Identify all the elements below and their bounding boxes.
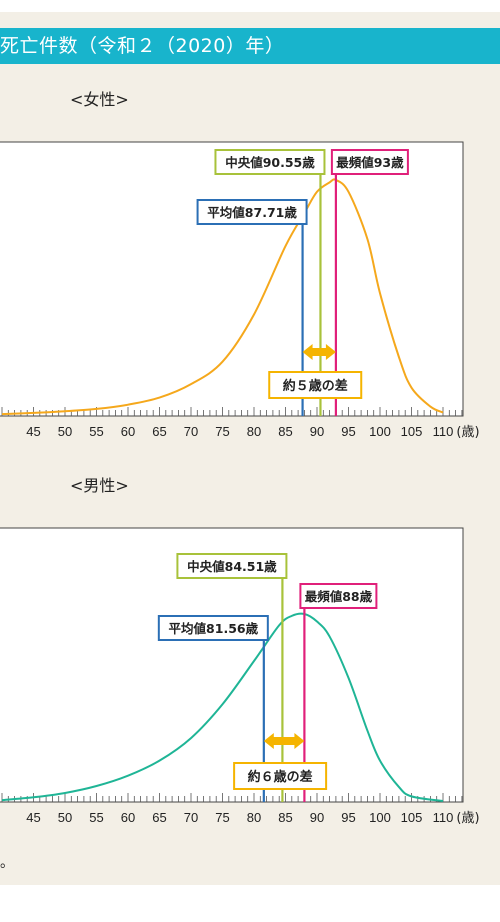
x-tick-label: 55 <box>89 810 103 825</box>
x-tick-label: 70 <box>184 424 198 439</box>
marker-box <box>157 615 269 641</box>
plot-area <box>0 141 464 417</box>
top-strip <box>0 0 500 12</box>
x-tick-label: 90 <box>310 810 324 825</box>
male-chart: 45 50 55 60 65 70 75 80 85 90 95 100 105 110 (歳) 平均値81.… <box>0 527 480 826</box>
marker-label: 平均値81.56歳 <box>169 621 259 636</box>
x-tick-label: 80 <box>247 810 261 825</box>
x-tick-label: 105 <box>401 810 423 825</box>
footnote: 。 <box>0 855 14 871</box>
difference-arrow-left <box>263 733 274 749</box>
x-tick-label: 95 <box>341 424 355 439</box>
x-tick-label: 65 <box>152 424 166 439</box>
x-tick-label: 50 <box>58 810 72 825</box>
x-tick-label: 100 <box>369 810 391 825</box>
x-unit-label: (歳) <box>456 811 479 826</box>
difference-label: 約６歳の差 <box>248 769 313 785</box>
x-tick-label: 45 <box>26 424 40 439</box>
x-tick-label: 50 <box>58 424 72 439</box>
x-tick-label: 80 <box>247 424 261 439</box>
female-chart: 45 50 55 60 65 70 75 80 85 90 95 100 105 110 (歳) 平均値87.… <box>0 141 480 440</box>
x-tick-label: 60 <box>121 424 135 439</box>
x-tick-label: 60 <box>121 810 135 825</box>
x-tick-label: 65 <box>152 810 166 825</box>
marker-box <box>196 199 308 225</box>
male-label: <男性> <box>70 476 129 495</box>
difference-arrow-shaft <box>310 348 328 356</box>
x-tick-label: 100 <box>369 424 391 439</box>
x-tick-label: 75 <box>215 424 229 439</box>
marker-label: 中央値84.51歳 <box>187 559 277 574</box>
bottom-strip <box>0 885 500 922</box>
difference-label: 約５歳の差 <box>283 378 348 394</box>
difference-arrow-shaft <box>271 737 297 745</box>
difference-box <box>233 762 328 790</box>
series-line <box>1 612 444 803</box>
female-label: <女性> <box>70 90 129 109</box>
x-tick-label: 55 <box>89 424 103 439</box>
marker-label: 平均値87.71歳 <box>207 205 297 220</box>
x-tick-label: 75 <box>215 810 229 825</box>
marker-label: 中央値90.55歳 <box>225 155 315 170</box>
difference-box <box>268 371 363 399</box>
x-tick-label: 85 <box>278 810 292 825</box>
x-tick-label: 85 <box>278 424 292 439</box>
x-tick-label: 110 <box>433 424 454 439</box>
section-header: 死亡件数（令和２（2020）年） <box>0 28 500 64</box>
difference-arrow-right <box>294 733 305 749</box>
marker-label: 最頻値93歳 <box>336 155 404 170</box>
x-tick-label: 110 <box>433 810 454 825</box>
x-tick-label: 45 <box>26 810 40 825</box>
marker-box <box>330 149 409 175</box>
difference-arrow-left <box>302 344 313 360</box>
x-tick-label: 105 <box>401 424 423 439</box>
marker-box <box>176 553 288 579</box>
x-tick-label: 95 <box>341 810 355 825</box>
header-title: 死亡件数（令和２（2020）年） <box>0 35 285 57</box>
x-unit-label: (歳) <box>456 425 479 440</box>
x-tick-label: 90 <box>310 424 324 439</box>
difference-arrow-right <box>325 344 336 360</box>
marker-box <box>299 583 378 609</box>
marker-box <box>214 149 326 175</box>
x-tick-label: 70 <box>184 810 198 825</box>
marker-label: 最頻値88歳 <box>305 589 373 604</box>
